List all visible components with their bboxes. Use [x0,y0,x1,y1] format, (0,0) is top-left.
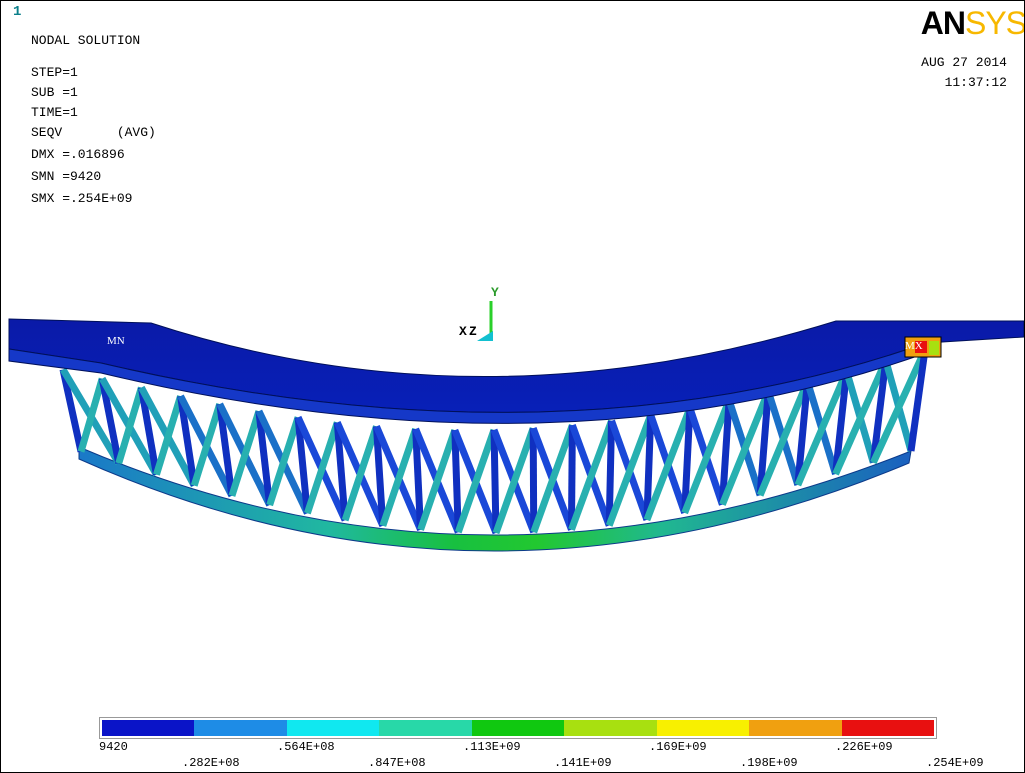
min-marker: MN [107,335,125,347]
truss-diagonal [115,386,145,465]
legend-segment [841,720,934,736]
truss-vertical [412,428,425,530]
max-stress-core [915,341,927,353]
bottom-chord [78,446,912,552]
truss-vertical [643,414,655,521]
window-number: 1 [13,4,22,20]
ansys-logo: ANSYS [920,5,1025,41]
solution-title: NODAL SOLUTION [31,33,141,48]
max-stress: SMX =.254E+09 [31,191,133,206]
truss-diagonal [228,410,263,497]
max-marker: MX [905,340,923,352]
legend-segment [656,720,750,736]
truss-vertical [681,407,694,514]
truss-vertical [255,410,274,506]
legend-lower-label: .282E+08 [182,756,240,770]
truss-vertical [294,417,311,514]
legend-upper-label: .564E+08 [277,740,335,754]
legend-lower-label: .141E+09 [554,756,612,770]
triad-y-label: Y [491,285,499,300]
truss-vertical [490,429,500,534]
max-stress-edge [929,341,939,355]
min-stress: SMN =9420 [31,169,102,184]
legend-segment [471,720,565,736]
legend-segment [749,720,842,736]
max-displacement: DMX =.016896 [31,147,125,162]
truss-diagonal [794,369,850,487]
truss-vertical [869,360,890,464]
legend-segment [379,720,472,736]
bridge-model-view[interactable]: MN MX Y X Z [1,1,1024,711]
result-item: SEQV (AVG) [31,125,156,140]
truss-vertical [605,420,616,526]
truss-diagonal [605,413,655,527]
truss-diagonal [681,398,733,515]
truss-diagonal [454,428,498,534]
truss-diagonal [77,377,106,453]
logo-an: AN [920,5,966,41]
truss-diagonal [756,380,811,497]
timestamp: AUG 27 2014 11:37:12 [921,53,1007,93]
truss-web [59,348,929,535]
truss-diagonal [379,427,419,527]
truss-vertical [567,425,576,530]
coordinate-triad: Y X Z [459,285,499,341]
substep-value: SUB =1 [31,85,78,100]
legend-lower-label: .847E+08 [368,756,426,770]
truss-vertical [756,390,772,496]
step-value: STEP=1 [31,65,78,80]
logo-sys: SYS [964,5,1025,41]
contour-legend-bar [99,717,937,739]
truss-vertical [59,368,85,453]
truss-vertical [372,426,387,526]
legend-segment [194,720,287,736]
truss-diagonal [643,406,694,522]
time-label: 11:37:12 [944,75,1007,90]
truss-diagonal [341,425,380,522]
truss-diagonal [266,416,302,507]
truss-diagonal [832,359,890,476]
legend-upper-label: .169E+09 [649,740,707,754]
truss-diagonal [304,421,341,515]
date-label: AUG 27 2014 [921,55,1007,70]
truss-diagonal [492,427,537,535]
legend-upper-label: .226E+09 [835,740,893,754]
legend-upper-label: 9420 [99,740,128,754]
truss-vertical [907,349,929,452]
truss-diagonal [417,429,459,531]
truss-vertical [718,399,733,505]
legend-lower-label: .254E+09 [926,756,984,770]
truss-diagonal [530,424,576,534]
truss-diagonal [153,395,184,476]
legend-segment [102,720,195,736]
time-value: TIME=1 [31,105,78,120]
legend-upper-label: .113E+09 [463,740,521,754]
truss-vertical [451,430,462,533]
truss-diagonal [870,348,929,465]
legend-segment [286,720,380,736]
truss-vertical [529,428,538,533]
truss-vertical [832,370,851,475]
truss-vertical [333,422,349,521]
truss-vertical [794,381,811,486]
truss-diagonal [719,389,772,506]
truss-vertical [216,403,236,497]
triad-x-label: X [459,324,467,339]
legend-lower-label: .198E+09 [740,756,798,770]
truss-diagonal [568,419,615,531]
triad-z-label: Z [469,324,477,339]
truss-diagonal [190,402,224,487]
legend-segment [564,720,657,736]
truss-vertical [98,377,123,464]
truss-vertical [137,386,160,476]
truss-vertical [177,395,198,487]
